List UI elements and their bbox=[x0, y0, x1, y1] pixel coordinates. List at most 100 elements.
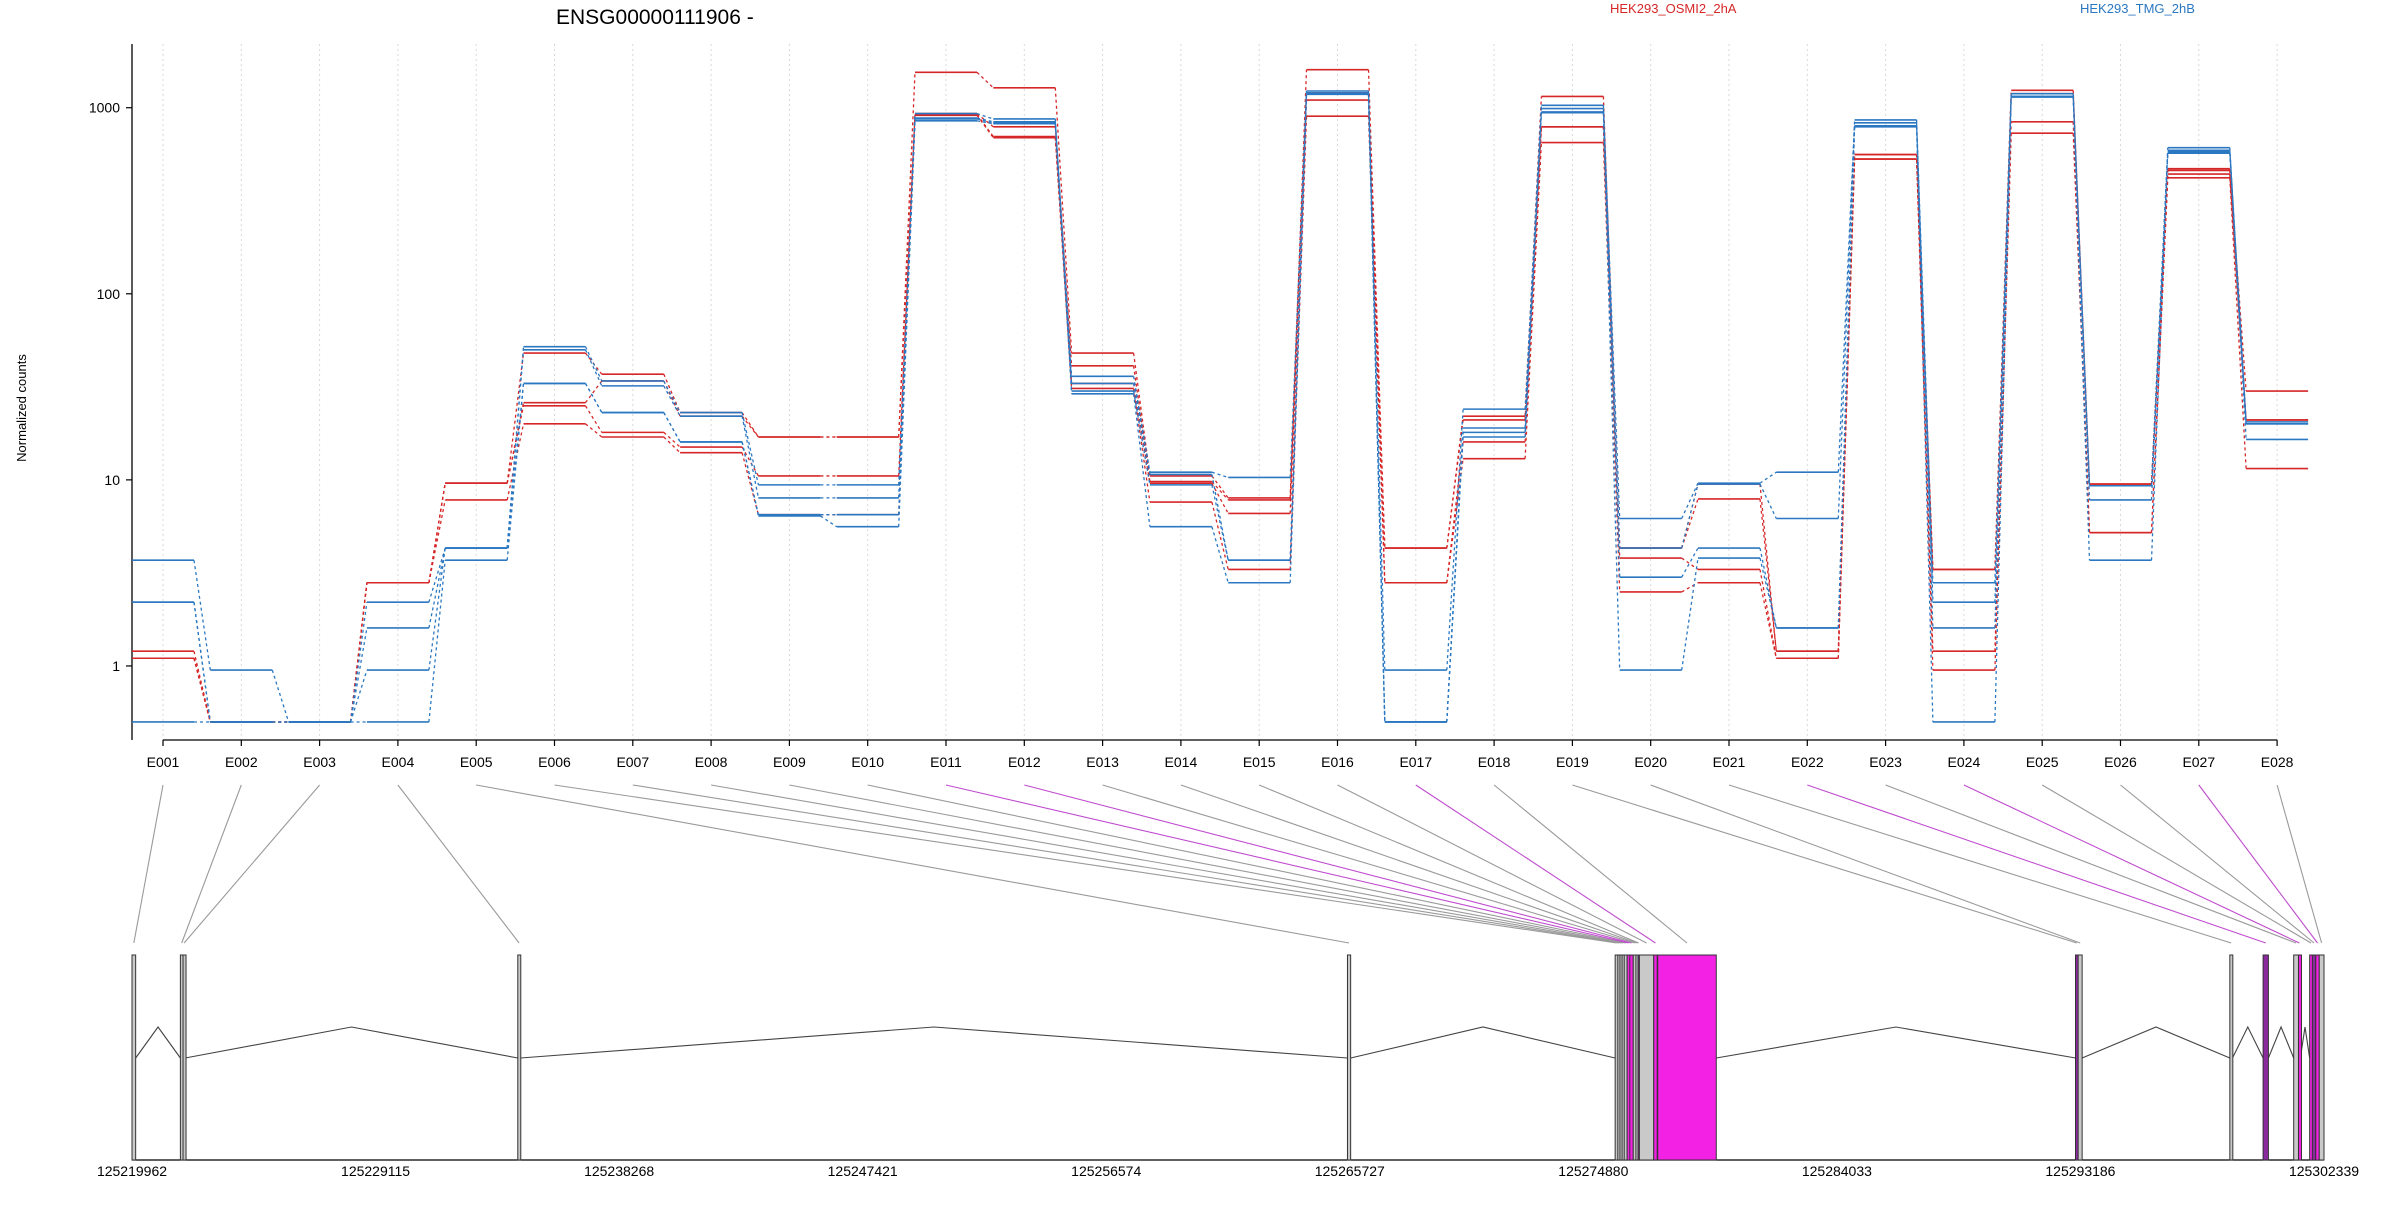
x-tick-label-e025: E025 bbox=[2026, 754, 2059, 770]
connector-line-e023 bbox=[1885, 784, 2297, 944]
x-tick-label-e001: E001 bbox=[147, 754, 180, 770]
x-tick-label-e011: E011 bbox=[930, 754, 962, 770]
connector-e016 bbox=[1367, 90, 1386, 671]
connector-e006 bbox=[584, 405, 603, 433]
connector-e001 bbox=[193, 560, 211, 671]
exon-e021 bbox=[2229, 954, 2234, 1161]
connector-e020 bbox=[1681, 557, 1699, 571]
connector-e021 bbox=[1759, 483, 1777, 519]
connector-e013 bbox=[1132, 383, 1151, 484]
x-tick-label-e027: E027 bbox=[2182, 754, 2215, 770]
connector-line-e009 bbox=[789, 784, 1624, 944]
connector-e017 bbox=[1446, 409, 1464, 671]
connector-line-e013 bbox=[1102, 784, 1635, 944]
connector-e018 bbox=[1524, 142, 1543, 459]
x-tick-label-e010: E010 bbox=[851, 754, 884, 770]
connector-line-e001 bbox=[133, 784, 164, 944]
exon-e024 bbox=[2297, 954, 2302, 1161]
x-tick-label-e005: E005 bbox=[460, 754, 493, 770]
legend-label-tmg: HEK293_TMG_2hB bbox=[2080, 1, 2195, 16]
connector-e004 bbox=[428, 547, 446, 671]
x-tick-label-e021: E021 bbox=[1713, 754, 1746, 770]
connector-e003 bbox=[349, 582, 368, 723]
exon-e012 bbox=[1629, 954, 1634, 1161]
connector-e020 bbox=[1681, 557, 1699, 671]
connector-e012 bbox=[1054, 87, 1073, 354]
connector-e021 bbox=[1759, 547, 1777, 629]
x-tick-label-e024: E024 bbox=[1948, 754, 1981, 770]
chart-axes: 1 10 100 1000 E001 E002 E003 E004 E005 E006 E007 E0… bbox=[89, 44, 2294, 770]
connector-line-e014 bbox=[1180, 784, 1638, 944]
connector-e004 bbox=[428, 560, 446, 723]
connector-e002 bbox=[271, 669, 290, 723]
connector-e011 bbox=[976, 118, 994, 124]
genome-tick-label-4: 125247421 bbox=[828, 1163, 898, 1179]
legend-label-osmi2: HEK293_OSMI2_2hA bbox=[1610, 1, 1737, 16]
connector-e006 bbox=[584, 383, 603, 413]
x-tick-label-e028: E028 bbox=[2261, 754, 2294, 770]
x-tick-label-e002: E002 bbox=[225, 754, 258, 770]
x-tick-label-e012: E012 bbox=[1008, 754, 1041, 770]
connector-e007 bbox=[663, 380, 681, 413]
x-tick-label-e026: E026 bbox=[2104, 754, 2137, 770]
connector-e027 bbox=[2229, 150, 2247, 424]
x-tick-label-e004: E004 bbox=[382, 754, 415, 770]
connector-e003 bbox=[349, 582, 368, 723]
x-tick-label-e015: E015 bbox=[1243, 754, 1276, 770]
connector-e014 bbox=[1211, 526, 1229, 583]
x-tick-label-e023: E023 bbox=[1869, 754, 1902, 770]
connector-e013 bbox=[1132, 390, 1151, 485]
exon-e023 bbox=[2293, 954, 2299, 1161]
connector-e009 bbox=[820, 515, 838, 528]
connector-e020 bbox=[1681, 482, 1699, 519]
connector-line-e010 bbox=[867, 784, 1626, 944]
connector-e006 bbox=[584, 380, 603, 404]
series-red-4 bbox=[132, 114, 2309, 723]
connector-e022 bbox=[1837, 126, 1856, 628]
connector-e004 bbox=[428, 547, 446, 603]
connector-e003 bbox=[349, 582, 368, 723]
x-tick-label-e007: E007 bbox=[616, 754, 649, 770]
connector-e007 bbox=[663, 380, 681, 417]
connector-e013 bbox=[1132, 376, 1151, 473]
exon-e001 bbox=[131, 954, 137, 1161]
connector-e007 bbox=[663, 412, 681, 443]
connector-e023 bbox=[1915, 122, 1934, 603]
x-tick-label-e018: E018 bbox=[1478, 754, 1511, 770]
connector-line-e022 bbox=[1807, 784, 2266, 944]
connector-e024 bbox=[1994, 96, 2012, 628]
connector-e014 bbox=[1211, 475, 1229, 499]
x-tick-label-e006: E006 bbox=[538, 754, 571, 770]
connector-line-e016 bbox=[1337, 784, 1647, 944]
connector-e007 bbox=[663, 431, 681, 448]
connector-e026 bbox=[2150, 153, 2169, 561]
connector-line-e008 bbox=[711, 784, 1622, 944]
connector-e008 bbox=[741, 416, 760, 499]
connector-line-e002 bbox=[181, 784, 242, 944]
exon-e020 bbox=[2077, 954, 2083, 1161]
connector-e006 bbox=[584, 346, 603, 382]
connector-e019 bbox=[1602, 112, 1621, 671]
intron-5 bbox=[1716, 1026, 2076, 1059]
grid-lines bbox=[162, 44, 2278, 740]
connector-e007 bbox=[663, 412, 681, 443]
connector-e020 bbox=[1681, 582, 1699, 593]
connector-e017 bbox=[1446, 419, 1464, 549]
y-tick-label-10: 10 bbox=[104, 472, 120, 488]
exon-e028 bbox=[2318, 954, 2325, 1161]
connector-e004 bbox=[428, 483, 446, 583]
connector-e004 bbox=[428, 547, 446, 629]
connector-line-e003 bbox=[183, 784, 321, 944]
connector-e014 bbox=[1211, 484, 1229, 561]
connector-line-e024 bbox=[1963, 784, 2300, 944]
connector-e016 bbox=[1367, 94, 1386, 722]
connector-e014 bbox=[1211, 481, 1229, 501]
intron-6 bbox=[2081, 1026, 2231, 1059]
connector-e013 bbox=[1132, 393, 1151, 527]
intron-1 bbox=[135, 1026, 181, 1059]
connector-line-e011 bbox=[945, 784, 1629, 944]
connector-e015 bbox=[1289, 94, 1308, 583]
connector-e007 bbox=[663, 373, 681, 413]
connector-line-e007 bbox=[632, 784, 1619, 944]
